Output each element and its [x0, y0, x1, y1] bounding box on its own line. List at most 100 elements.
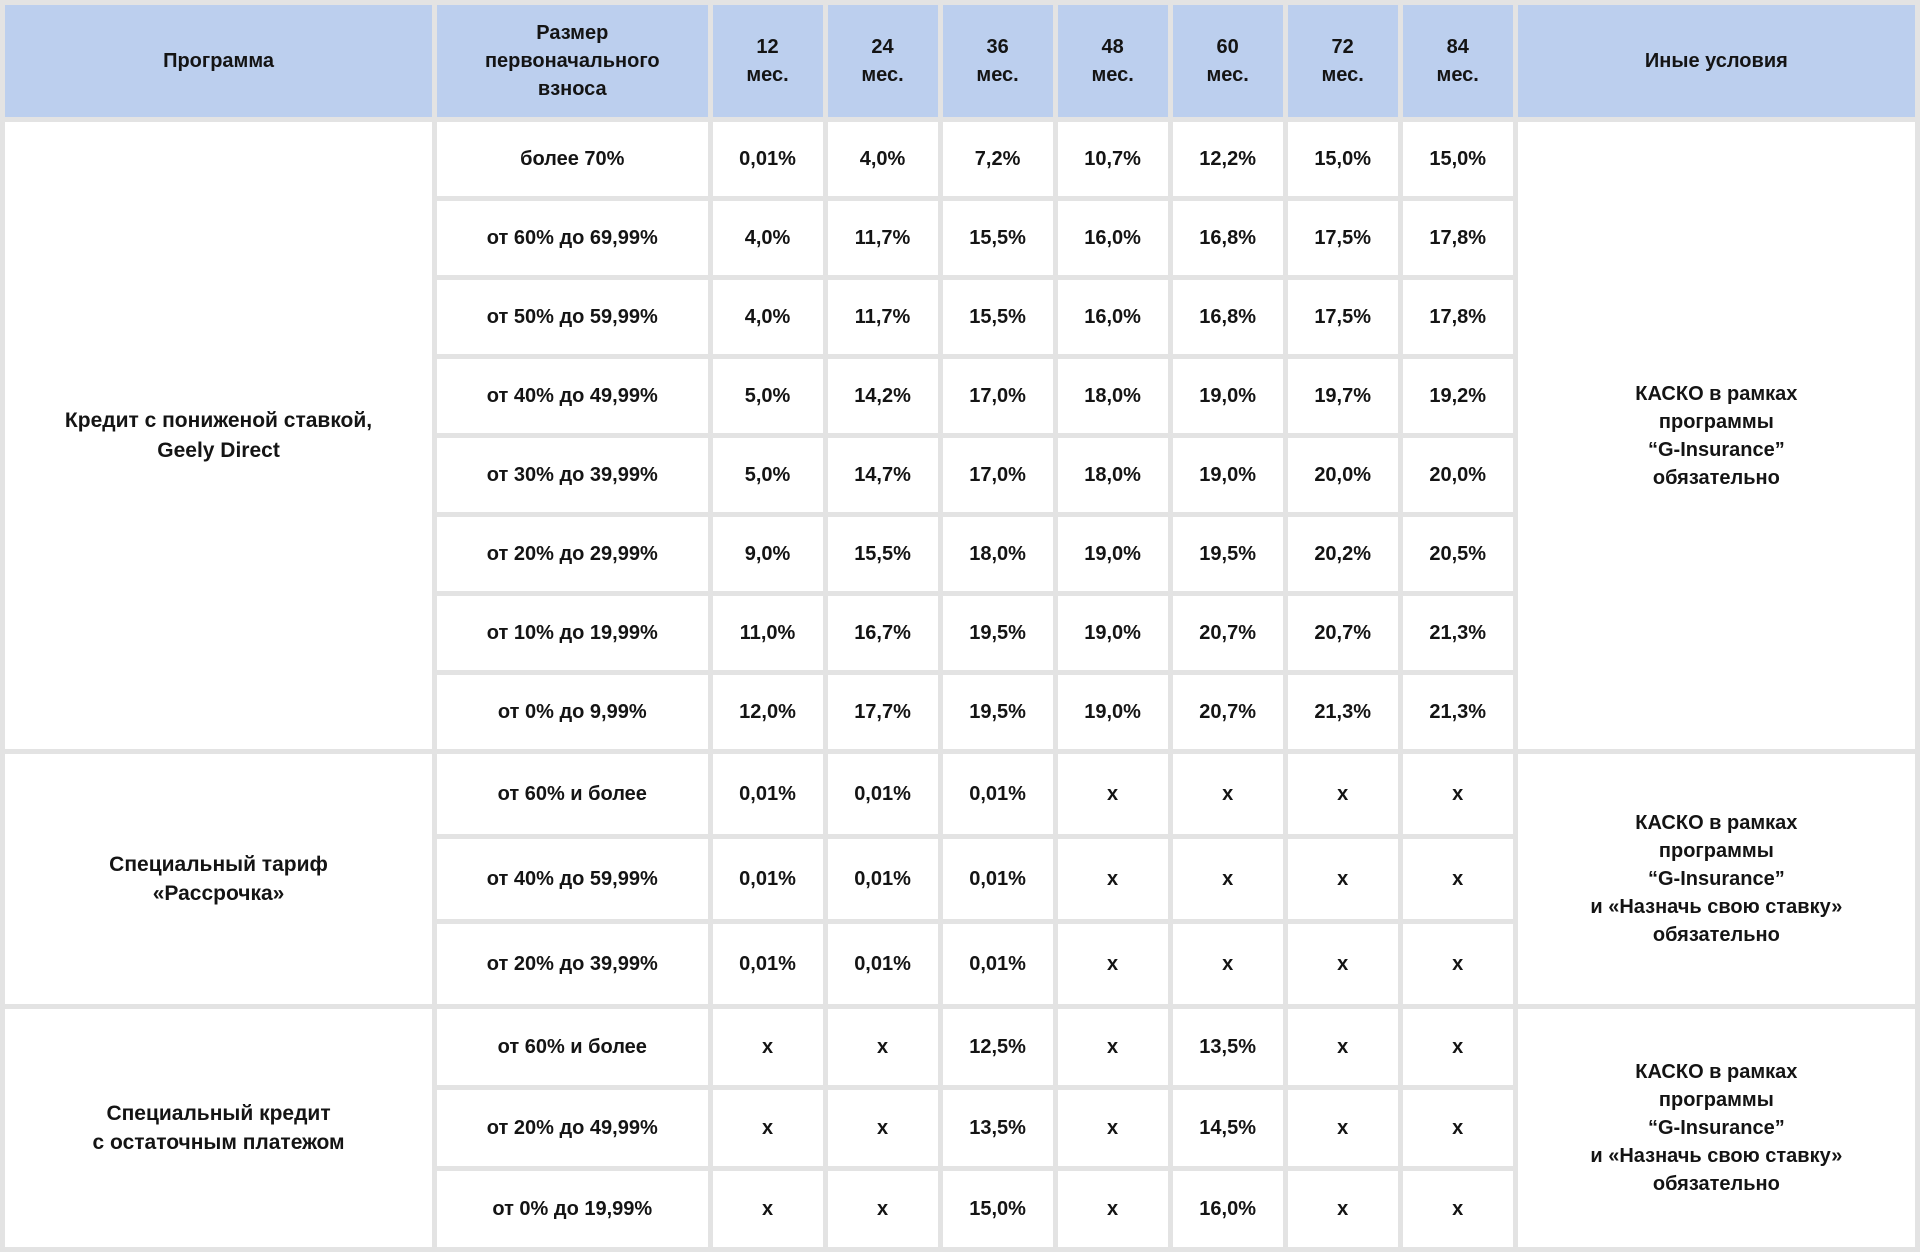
rate-cell: 4,0% [827, 122, 938, 196]
rate-cell: 10,7% [1057, 122, 1168, 196]
rate-cell: 17,0% [942, 359, 1053, 433]
rate-cell: 14,2% [827, 359, 938, 433]
rate-cell: 19,5% [942, 596, 1053, 670]
rate-cell: 15,5% [827, 517, 938, 591]
rate-cell: 5,0% [712, 438, 823, 512]
rate-cell: х [1402, 839, 1513, 919]
rate-cell: 21,3% [1402, 675, 1513, 749]
table-body: Кредит с пониженой ставкой, Geely Direct… [5, 122, 1915, 1247]
rate-cell: 0,01% [942, 924, 1053, 1004]
rate-cell: 0,01% [827, 839, 938, 919]
table-row: Кредит с пониженой ставкой, Geely Direct… [5, 122, 1915, 749]
rate-cell: 19,0% [1057, 517, 1168, 591]
down-payment-cell: от 0% до 9,99% [437, 675, 708, 749]
rate-cell: 16,0% [1057, 201, 1168, 275]
rate-cell: 13,5% [942, 1090, 1053, 1166]
table-row: от 60% до 69,99% 4,0% 11,7% 15,5% 16,0% 16,8%… [5, 201, 1915, 275]
rate-cell: х [1057, 1171, 1168, 1247]
rate-cell: 15,5% [942, 280, 1053, 354]
conditions-cell: КАСКО в рамках программы “G-Insurance” и… [1517, 1009, 1915, 1247]
rate-cell: х [1402, 754, 1513, 834]
rate-cell: х [827, 1009, 938, 1085]
table-row: от 0% до 9,99% 12,0% 17,7% 19,5% 19,0% 20,7% 2… [5, 675, 1915, 749]
rate-cell: 19,0% [1172, 438, 1283, 512]
rate-cell: 16,0% [1172, 1171, 1283, 1247]
rate-cell: 15,0% [1287, 122, 1398, 196]
down-payment-cell: от 40% до 49,99% [437, 359, 708, 433]
table-row: от 40% до 59,99% 0,01% 0,01% 0,01% х х х х [5, 839, 1915, 919]
table-row: от 20% до 49,99% х х 13,5% х 14,5% х х [5, 1090, 1915, 1166]
rate-cell: 7,2% [942, 122, 1053, 196]
down-payment-cell: от 60% и более [437, 1009, 708, 1085]
table-row: от 50% до 59,99% 4,0% 11,7% 15,5% 16,0% 16,8%… [5, 280, 1915, 354]
rate-cell: х [1287, 1171, 1398, 1247]
rate-cell: 0,01% [942, 754, 1053, 834]
rate-cell: 16,8% [1172, 201, 1283, 275]
header-term: 12 мес. [712, 5, 823, 117]
header-term: 24 мес. [827, 5, 938, 117]
rate-cell: 20,7% [1287, 596, 1398, 670]
down-payment-cell: от 10% до 19,99% [437, 596, 708, 670]
table-row: Специальный кредит с остаточным платежом… [5, 1009, 1915, 1247]
down-payment-cell: более 70% [437, 122, 708, 196]
rate-cell: 20,7% [1172, 675, 1283, 749]
rate-cell: 19,2% [1402, 359, 1513, 433]
rate-cell: х [1057, 924, 1168, 1004]
rate-cell: х [712, 1009, 823, 1085]
rate-cell: 15,5% [942, 201, 1053, 275]
rate-cell: 4,0% [712, 280, 823, 354]
rate-cell: 16,8% [1172, 280, 1283, 354]
rate-cell: х [1287, 839, 1398, 919]
rate-cell: 18,0% [942, 517, 1053, 591]
rate-cell: 12,5% [942, 1009, 1053, 1085]
rate-cell: х [1402, 1090, 1513, 1166]
rate-cell: х [1057, 1090, 1168, 1166]
down-payment-cell: от 60% и более [437, 754, 708, 834]
rate-cell: 18,0% [1057, 359, 1168, 433]
rate-cell: х [712, 1171, 823, 1247]
rate-cell: х [1402, 1171, 1513, 1247]
header-term: 84 мес. [1402, 5, 1513, 117]
conditions-cell: КАСКО в рамках программы “G-Insurance” о… [1517, 122, 1915, 749]
down-payment-cell: от 20% до 39,99% [437, 924, 708, 1004]
header-term: 36 мес. [942, 5, 1053, 117]
rate-cell: х [1172, 839, 1283, 919]
table-row: от 20% до 29,99% 9,0% 15,5% 18,0% 19,0% 19,5%… [5, 517, 1915, 591]
rate-cell: 20,0% [1287, 438, 1398, 512]
rate-cell: х [1172, 924, 1283, 1004]
rate-cell: 13,5% [1172, 1009, 1283, 1085]
header-term: 60 мес. [1172, 5, 1283, 117]
rate-cell: 17,7% [827, 675, 938, 749]
header-other-conditions: Иные условия [1517, 5, 1915, 117]
rate-cell: 17,5% [1287, 280, 1398, 354]
table-row: от 30% до 39,99% 5,0% 14,7% 17,0% 18,0% 19,0%… [5, 438, 1915, 512]
rate-cell: 21,3% [1287, 675, 1398, 749]
program-cell: Специальный кредит с остаточным платежом [5, 1009, 433, 1247]
rate-cell: 11,7% [827, 201, 938, 275]
table-row: от 40% до 49,99% 5,0% 14,2% 17,0% 18,0% 19,0%… [5, 359, 1915, 433]
rate-cell: х [1402, 1009, 1513, 1085]
rate-cell: 20,2% [1287, 517, 1398, 591]
header-down-payment: Размер первоначального взноса [437, 5, 708, 117]
rate-cell: 20,7% [1172, 596, 1283, 670]
header-term: 48 мес. [1057, 5, 1168, 117]
rate-cell: 20,0% [1402, 438, 1513, 512]
table-row: Специальный тариф «Рассрочка» от 60% и бо… [5, 754, 1915, 1004]
header-program: Программа [5, 5, 433, 117]
rate-cell: 0,01% [827, 924, 938, 1004]
rate-cell: 21,3% [1402, 596, 1513, 670]
rate-cell: 14,5% [1172, 1090, 1283, 1166]
rate-cell: 0,01% [827, 754, 938, 834]
rate-cell: 5,0% [712, 359, 823, 433]
conditions-cell: КАСКО в рамках программы “G-Insurance” и… [1517, 754, 1915, 1004]
rate-cell: х [827, 1090, 938, 1166]
rate-cell: х [1287, 1090, 1398, 1166]
table-row: от 10% до 19,99% 11,0% 16,7% 19,5% 19,0% 20,7… [5, 596, 1915, 670]
rate-cell: 14,7% [827, 438, 938, 512]
down-payment-cell: от 60% до 69,99% [437, 201, 708, 275]
rate-cell: 19,5% [1172, 517, 1283, 591]
rate-cell: 19,7% [1287, 359, 1398, 433]
rate-cell: 15,0% [1402, 122, 1513, 196]
rate-cell: 17,8% [1402, 201, 1513, 275]
